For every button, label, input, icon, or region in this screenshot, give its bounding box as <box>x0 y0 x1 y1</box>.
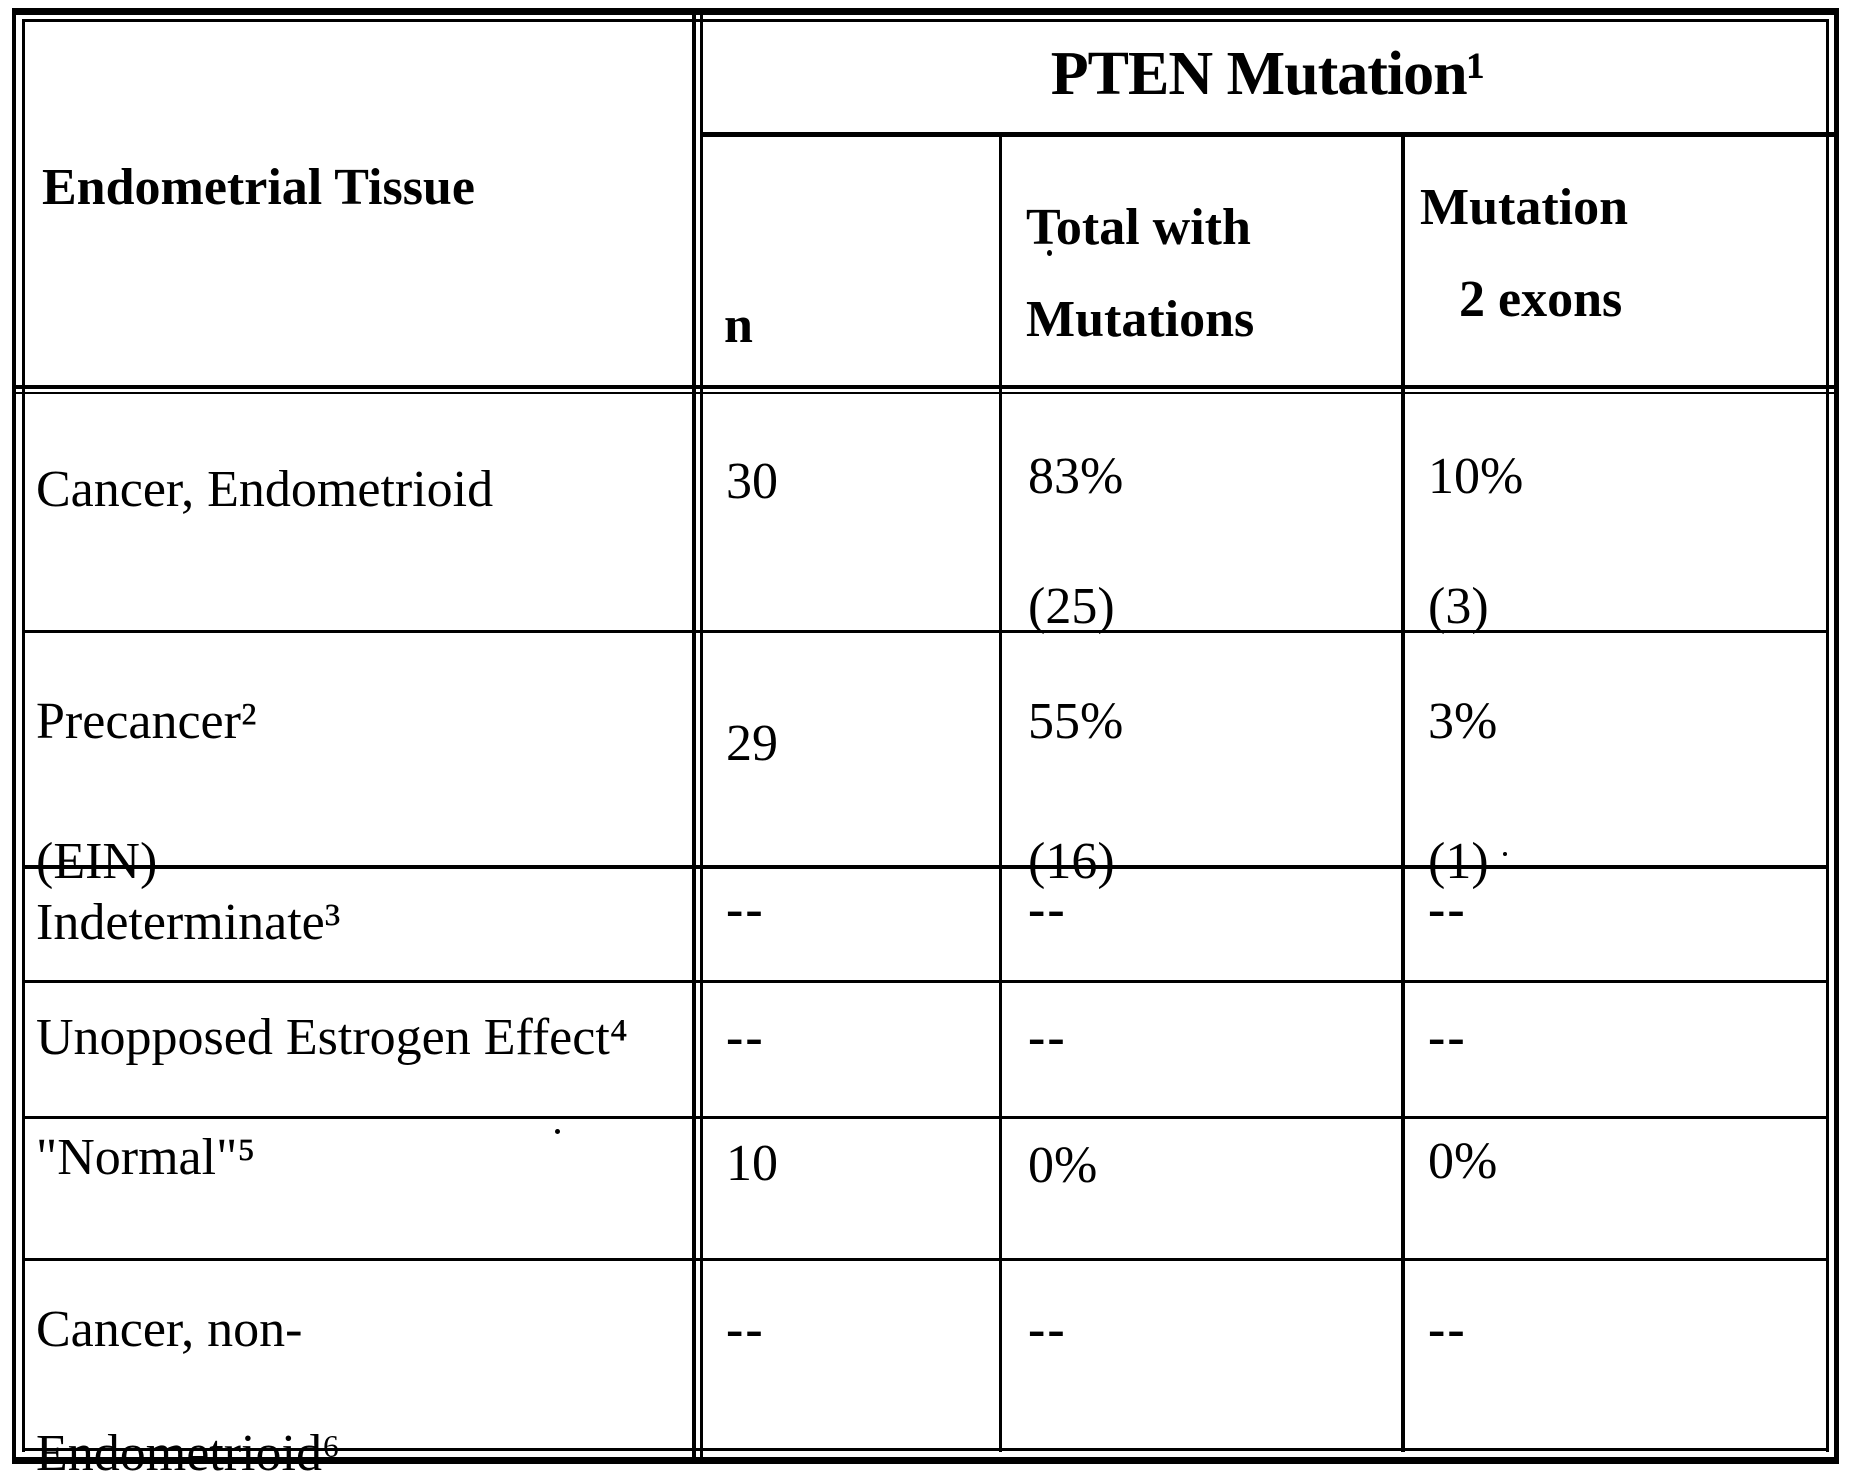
row-exons2-value: -- <box>1428 1301 1467 1358</box>
row-total-value: -- <box>1028 1301 1067 1358</box>
rule-row-5 <box>22 1258 1828 1261</box>
border-bottom-inner <box>22 1448 1828 1451</box>
column-header-n: n <box>724 297 753 354</box>
row-tissue-label: Unopposed Estrogen Effect⁴ <box>36 1009 628 1066</box>
row-exons2-value: 0% <box>1428 1133 1498 1190</box>
row-tissue-label: "Normal"⁵ <box>36 1129 256 1186</box>
row-exons2-value: 3% (1) <box>1428 693 1498 890</box>
border-right-outer <box>1834 8 1839 1464</box>
column-header-mutation-2-exons: Mutation 2 exons <box>1420 179 1628 328</box>
rule-row-3 <box>22 980 1828 983</box>
rule-under-group-header <box>703 132 1834 137</box>
rule-header-bottom-a <box>12 385 1839 389</box>
scan-speck <box>1503 852 1507 856</box>
row-exons2-value: -- <box>1428 1009 1467 1066</box>
row-tissue-label: Precancer² (EIN) <box>36 693 257 890</box>
rule-row-2 <box>22 865 1828 869</box>
border-right-inner <box>1826 19 1829 1452</box>
row-exons2-value: -- <box>1428 881 1467 938</box>
rule-header-bottom-b <box>12 392 1839 394</box>
row-n-value: 10 <box>726 1135 778 1192</box>
row-total-value: 55% (16) <box>1028 693 1124 890</box>
border-top-inner <box>22 19 1828 22</box>
scan-speck <box>555 1129 560 1134</box>
corner-header-endometrial-tissue: Endometrial Tissue <box>42 159 475 216</box>
border-left-inner <box>22 19 25 1452</box>
row-tissue-label: Cancer, Endometrioid <box>36 461 494 518</box>
column-header-total-with-mutations: Total with Mutations <box>1026 199 1255 348</box>
divider-tissue-col-outer <box>692 8 696 1457</box>
row-n-value: -- <box>726 881 765 938</box>
row-total-value: -- <box>1028 1009 1067 1066</box>
row-n-value: -- <box>726 1009 765 1066</box>
row-total-value: 0% <box>1028 1137 1098 1194</box>
row-exons2-value: 10% (3) <box>1428 448 1524 635</box>
group-header-pten-mutation: PTEN Mutation¹ <box>1050 40 1485 108</box>
row-n-value: 30 <box>726 453 778 510</box>
divider-tissue-col-inner <box>700 8 703 1457</box>
rule-row-1 <box>22 630 1828 633</box>
row-n-value: 29 <box>726 715 778 772</box>
border-left-outer <box>12 8 16 1464</box>
scan-speck <box>1047 250 1052 256</box>
divider-total-exons <box>1401 132 1405 1452</box>
row-total-value: 83% (25) <box>1028 448 1124 635</box>
border-top-outer <box>12 8 1839 15</box>
row-tissue-label: Cancer, non- Endometrioid⁶ <box>36 1301 341 1476</box>
rule-row-4 <box>22 1116 1828 1119</box>
divider-n-total <box>999 132 1002 1452</box>
row-tissue-label: Indeterminate³ <box>36 894 341 951</box>
row-total-value: -- <box>1028 881 1067 938</box>
row-n-value: -- <box>726 1301 765 1358</box>
border-bottom-outer <box>12 1457 1839 1464</box>
